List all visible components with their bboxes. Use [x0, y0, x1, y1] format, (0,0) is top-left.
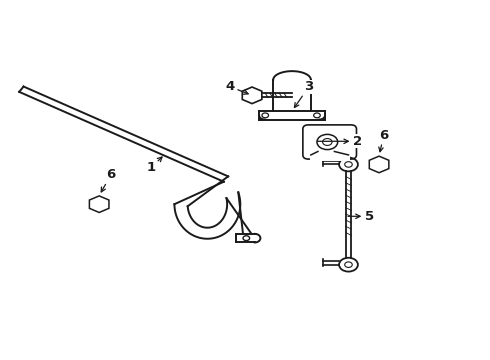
Polygon shape [369, 156, 389, 173]
Polygon shape [89, 196, 109, 212]
Polygon shape [242, 87, 262, 104]
Text: 4: 4 [225, 80, 248, 94]
Text: 6: 6 [379, 129, 389, 152]
Text: 5: 5 [348, 210, 374, 223]
FancyBboxPatch shape [303, 125, 357, 159]
Text: 1: 1 [147, 157, 162, 174]
Text: 3: 3 [294, 80, 314, 108]
Text: 6: 6 [101, 168, 116, 192]
Text: 2: 2 [318, 135, 362, 148]
